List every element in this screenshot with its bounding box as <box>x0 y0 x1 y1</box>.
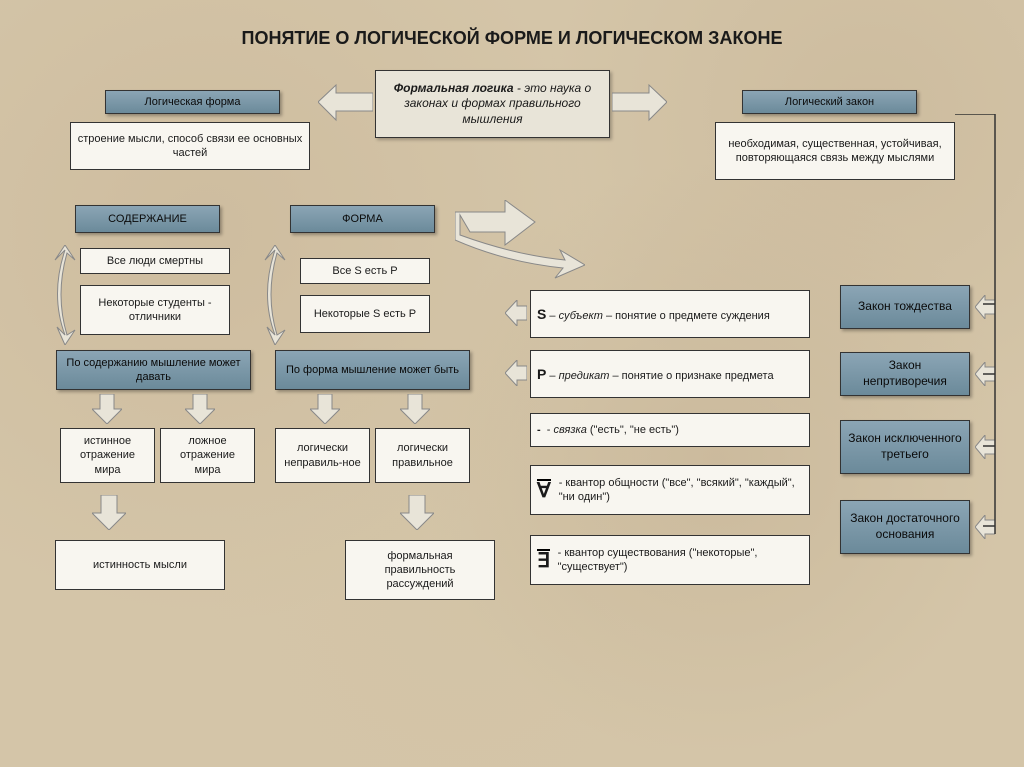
law2-box: Закон непртиворечия <box>840 352 970 396</box>
right-connector-line <box>955 114 1005 544</box>
right-desc-box: необходимая, существенная, устойчивая, п… <box>715 122 955 180</box>
copula-box: - - связка ("есть", "не есть") <box>530 413 810 447</box>
down-arrow-f2-icon <box>400 394 430 424</box>
truth-box: истинность мысли <box>55 540 225 590</box>
formal-logic-text: Формальная логика - это наука о законах … <box>382 81 603 128</box>
down-arrow-c1-icon <box>92 394 122 424</box>
content-ex1: Все люди смертны <box>80 248 230 274</box>
p-def-text: P – предикат – понятие о признаке предме… <box>537 365 774 383</box>
curve-arrow-content-icon <box>45 245 80 345</box>
form-think: По форма мышление может быть <box>275 350 470 390</box>
s-def-text: S – субъект – понятие о предмете суждени… <box>537 305 770 323</box>
form-ex1: Все S есть P <box>300 258 430 284</box>
univ-q-box: ∀ - квантор общности ("все", "всякий", "… <box>530 465 810 515</box>
content-header: СОДЕРЖАНИЕ <box>75 205 220 233</box>
down-arrow-f1-icon <box>310 394 340 424</box>
false-refl-box: ложное отражение мира <box>160 428 255 483</box>
formal-logic-box: Формальная логика - это наука о законах … <box>375 70 610 138</box>
down-arrow-c2-icon <box>185 394 215 424</box>
content-ex2: Некоторые студенты - отличники <box>80 285 230 335</box>
logic-wrong-box: логически неправиль-ное <box>275 428 370 483</box>
arrow-right-icon <box>612 80 667 125</box>
copula-text: - - связка ("есть", "не есть") <box>537 423 679 437</box>
exist-q-box: ∃ - квантор существования ("некоторые", … <box>530 535 810 585</box>
law4-box: Закон достаточного основания <box>840 500 970 554</box>
def-arrow-1-icon <box>505 300 527 326</box>
big-curve-arrow-icon <box>455 200 585 280</box>
p-def-box: P – предикат – понятие о признаке предме… <box>530 350 810 398</box>
law1-box: Закон тождества <box>840 285 970 329</box>
s-def-box: S – субъект – понятие о предмете суждени… <box>530 290 810 338</box>
left-header-box: Логическая форма <box>105 90 280 114</box>
right-header-box: Логический закон <box>742 90 917 114</box>
down-arrow-truth-icon <box>92 495 126 530</box>
forall-symbol: ∀ <box>537 479 551 501</box>
arrow-left-icon <box>318 80 373 125</box>
logic-right-box: логически правильное <box>375 428 470 483</box>
curve-arrow-form-icon <box>255 245 290 345</box>
down-arrow-formal-icon <box>400 495 434 530</box>
law3-box: Закон исключенного третьего <box>840 420 970 474</box>
page-title: ПОНЯТИЕ О ЛОГИЧЕСКОЙ ФОРМЕ И ЛОГИЧЕСКОМ … <box>0 28 1024 49</box>
formal-correct-box: формальная правильность рассуждений <box>345 540 495 600</box>
def-arrow-2-icon <box>505 360 527 386</box>
form-ex2: Некоторые S есть P <box>300 295 430 333</box>
form-header: ФОРМА <box>290 205 435 233</box>
exist-q-text: - квантор существования ("некоторые", "с… <box>558 546 803 575</box>
true-refl-box: истинное отражение мира <box>60 428 155 483</box>
content-think: По содержанию мышление может давать <box>56 350 251 390</box>
univ-q-text: - квантор общности ("все", "всякий", "ка… <box>559 476 803 505</box>
left-desc-box: строение мысли, способ связи ее основных… <box>70 122 310 170</box>
exists-symbol: ∃ <box>537 549 550 571</box>
